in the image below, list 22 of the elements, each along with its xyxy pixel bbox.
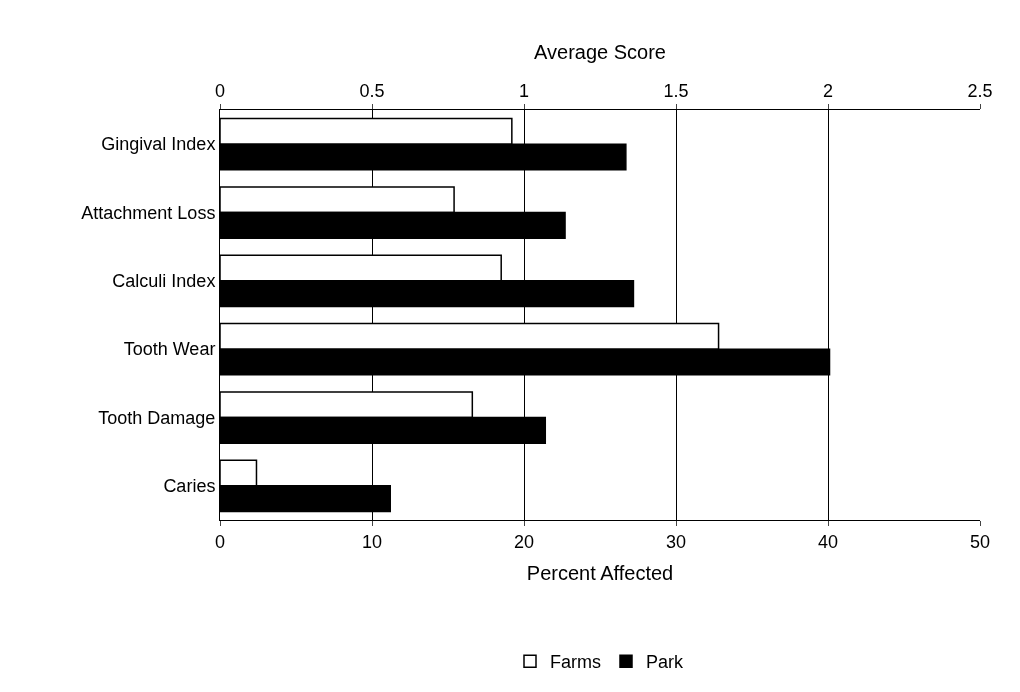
x2-tick-label: 0.5 <box>359 80 385 101</box>
y-tick-label: Tooth Wear <box>123 339 216 360</box>
x-tick-label: 0 <box>214 531 226 552</box>
x2-tick-label: 1.5 <box>663 80 689 101</box>
x-tick-label: 20 <box>513 531 535 552</box>
x-tick-label: 40 <box>817 531 839 552</box>
x-tick-label: 50 <box>969 531 991 552</box>
legend-label: Farms <box>550 652 601 673</box>
y-tick-label: Tooth Damage <box>98 407 216 428</box>
legend-label: Park <box>646 652 685 673</box>
y-tick-label: Gingival Index <box>101 134 216 155</box>
y-tick-label: Caries <box>163 476 216 497</box>
x2-axis-title: Average Score <box>534 41 666 64</box>
x-tick-label: 30 <box>665 531 687 552</box>
x2-tick-label: 2 <box>822 80 834 101</box>
x2-tick-label: 0 <box>214 80 226 101</box>
x2-tick-label: 2.5 <box>967 80 993 101</box>
x-axis-title: Percent Affected <box>526 562 674 585</box>
x2-tick-label: 1 <box>518 80 530 101</box>
x-tick-label: 10 <box>361 531 383 552</box>
y-tick-label: Attachment Loss <box>81 202 216 223</box>
y-tick-label: Calculi Index <box>112 271 216 292</box>
